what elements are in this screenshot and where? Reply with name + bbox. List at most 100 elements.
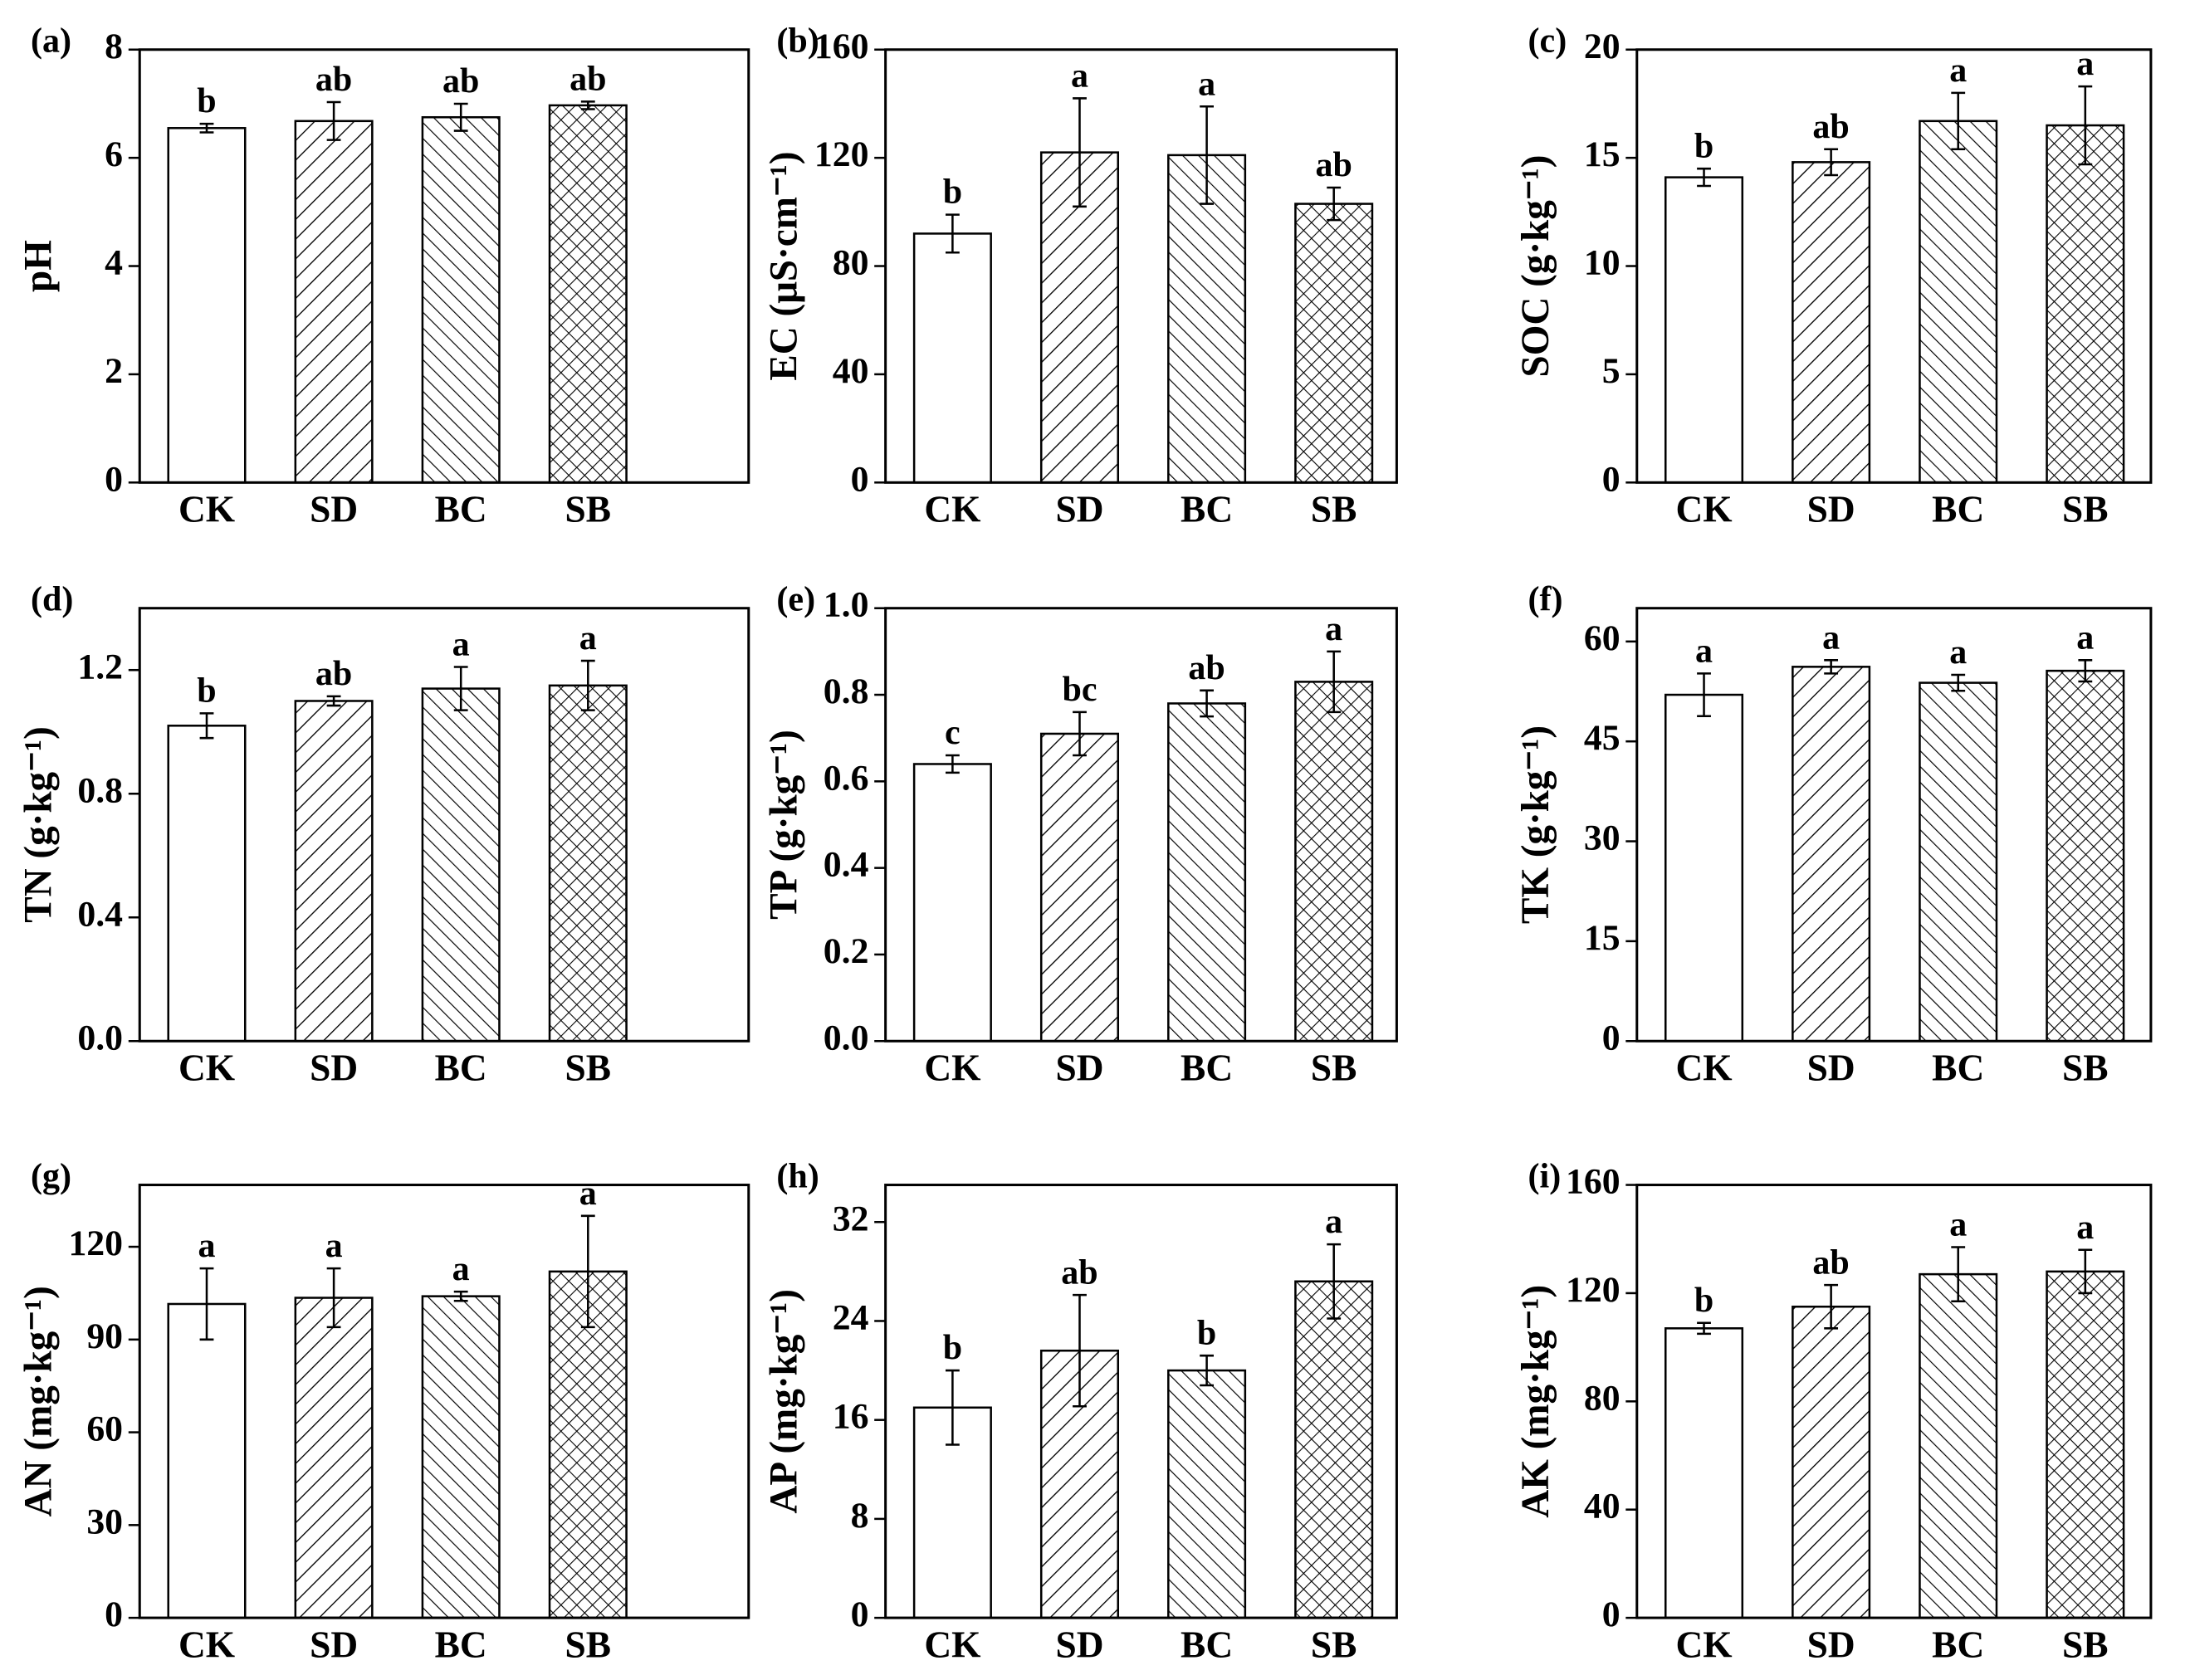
bar xyxy=(1919,120,1998,484)
x-tick-label: BC xyxy=(1932,1048,1984,1089)
y-tick-label: 0 xyxy=(851,1595,869,1634)
significance-letter: a xyxy=(452,1250,470,1288)
error-bar xyxy=(199,712,214,740)
panel-label: (d) xyxy=(31,581,73,619)
significance-letter: b xyxy=(943,1329,962,1367)
significance-letter: ab xyxy=(1315,146,1352,184)
x-tick-label: BC xyxy=(435,489,487,530)
x-tick-label: SD xyxy=(1807,1048,1855,1089)
bar xyxy=(1167,702,1247,1043)
significance-letter: a xyxy=(1822,618,1840,657)
y-axis-label: EC (μS·cm⁻¹) xyxy=(763,151,806,380)
y-tick-label: 0 xyxy=(1602,1018,1621,1057)
error-bar xyxy=(1824,659,1839,675)
y-tick-label: 60 xyxy=(86,1409,123,1449)
error-bar xyxy=(2078,1248,2093,1295)
error-bar xyxy=(1951,673,1966,692)
y-tick-label: 0.4 xyxy=(824,845,869,885)
x-tick-label: SD xyxy=(1055,1048,1103,1089)
error-bar xyxy=(1327,186,1342,222)
significance-letter: ab xyxy=(569,60,606,98)
y-tick-label: 120 xyxy=(814,134,869,174)
significance-letter: b xyxy=(1694,1282,1713,1320)
y-tick-label: 4 xyxy=(105,243,123,283)
y-tick-label: 20 xyxy=(1584,27,1621,66)
bar xyxy=(1919,1272,1998,1619)
y-tick-label: 30 xyxy=(1584,818,1621,858)
x-tick-label: CK xyxy=(178,1048,235,1089)
x-tick-label: BC xyxy=(1932,489,1984,530)
y-tick-label: 0.8 xyxy=(824,672,869,711)
error-bar xyxy=(580,1214,595,1329)
error-bar xyxy=(326,100,341,141)
significance-letter: ab xyxy=(1188,649,1225,687)
error-bar xyxy=(326,1267,341,1329)
error-bar xyxy=(1951,1246,1966,1302)
y-tick-label: 0 xyxy=(105,459,123,499)
y-tick-label: 2 xyxy=(105,351,123,391)
significance-letter: a xyxy=(1949,633,1967,672)
y-axis-label: AP (mg·kg⁻¹) xyxy=(763,1289,806,1514)
x-tick-label: SD xyxy=(310,1048,358,1089)
y-tick-label: 0 xyxy=(1602,459,1621,499)
error-bar xyxy=(453,1290,468,1302)
error-bar xyxy=(199,122,214,134)
y-tick-label: 120 xyxy=(68,1223,123,1263)
y-tick-label: 0 xyxy=(105,1595,123,1634)
x-tick-label: BC xyxy=(1181,1624,1233,1666)
bar xyxy=(167,1302,247,1619)
x-tick-label: SB xyxy=(565,1624,612,1666)
y-tick-label: 80 xyxy=(833,243,869,283)
y-tick-label: 10 xyxy=(1584,243,1621,283)
bar xyxy=(548,104,628,484)
y-tick-label: 8 xyxy=(851,1496,869,1536)
bar xyxy=(548,684,628,1043)
bar xyxy=(421,687,501,1043)
y-tick-label: 1.0 xyxy=(824,585,869,625)
error-bar xyxy=(1200,105,1215,205)
significance-letter: a xyxy=(452,626,470,664)
error-bar xyxy=(326,695,341,707)
x-tick-label: CK xyxy=(178,489,235,530)
error-bar xyxy=(199,1267,214,1341)
plot-frame xyxy=(1635,1184,2153,1619)
bar xyxy=(2046,1270,2125,1619)
bar xyxy=(1664,1327,1744,1619)
error-bar xyxy=(1697,167,1711,188)
significance-letter: b xyxy=(197,672,216,710)
panel-label: (f) xyxy=(1528,581,1563,619)
y-tick-label: 40 xyxy=(833,351,869,391)
y-tick-label: 1.2 xyxy=(77,647,123,686)
significance-letter: bc xyxy=(1062,671,1097,709)
error-bar xyxy=(1824,1283,1839,1330)
significance-letter: b xyxy=(1197,1314,1216,1352)
bar xyxy=(1664,176,1744,484)
plot-frame xyxy=(138,607,750,1043)
significance-letter: a xyxy=(579,619,597,657)
error-bar xyxy=(945,213,960,254)
y-axis-label: SOC (g·kg⁻¹) xyxy=(1514,155,1557,378)
error-bar xyxy=(945,1369,960,1446)
y-tick-label: 90 xyxy=(86,1316,123,1356)
panel-label: (b) xyxy=(776,22,819,61)
x-tick-label: CK xyxy=(924,489,980,530)
error-bar xyxy=(1073,97,1087,208)
plot-frame xyxy=(138,48,750,484)
significance-letter: a xyxy=(325,1227,343,1265)
y-tick-label: 32 xyxy=(833,1199,869,1238)
y-axis-label: AK (mg·kg⁻¹) xyxy=(1514,1285,1557,1518)
y-tick-label: 80 xyxy=(1584,1378,1621,1418)
x-tick-label: SB xyxy=(2062,1048,2109,1089)
error-bar xyxy=(1327,1243,1342,1320)
y-tick-label: 15 xyxy=(1584,134,1621,174)
y-axis-label: TN (g·kg⁻¹) xyxy=(17,726,60,923)
x-tick-label: SD xyxy=(1807,1624,1855,1666)
significance-letter: a xyxy=(1325,610,1342,648)
y-tick-label: 0.8 xyxy=(77,770,123,810)
plot-frame xyxy=(138,1184,750,1619)
x-tick-label: CK xyxy=(924,1048,980,1089)
significance-letter: ab xyxy=(442,62,479,100)
significance-letter: a xyxy=(579,1175,597,1213)
y-tick-label: 0.2 xyxy=(824,931,869,971)
